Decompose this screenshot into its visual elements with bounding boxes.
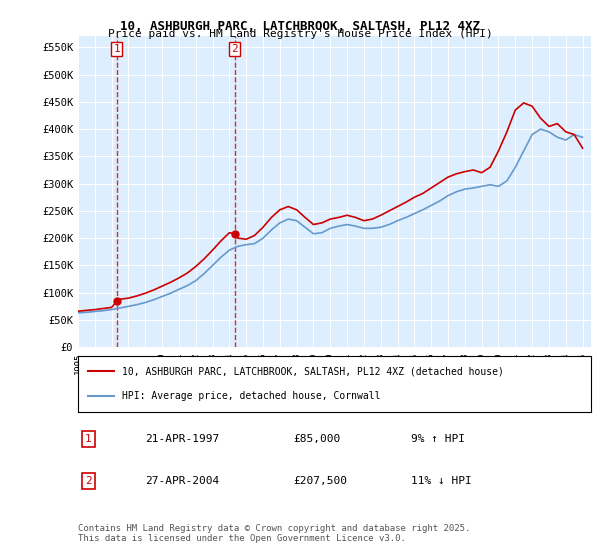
Text: 2: 2 <box>85 476 92 486</box>
Text: 1: 1 <box>113 44 120 54</box>
Text: 2: 2 <box>232 44 238 54</box>
Text: 10, ASHBURGH PARC, LATCHBROOK, SALTASH, PL12 4XZ: 10, ASHBURGH PARC, LATCHBROOK, SALTASH, … <box>120 20 480 32</box>
Text: Price paid vs. HM Land Registry's House Price Index (HPI): Price paid vs. HM Land Registry's House … <box>107 29 493 39</box>
Text: Contains HM Land Registry data © Crown copyright and database right 2025.
This d: Contains HM Land Registry data © Crown c… <box>78 524 470 543</box>
Text: 11% ↓ HPI: 11% ↓ HPI <box>412 476 472 486</box>
Text: 1: 1 <box>85 434 92 444</box>
Text: HPI: Average price, detached house, Cornwall: HPI: Average price, detached house, Corn… <box>122 391 380 401</box>
Text: £207,500: £207,500 <box>293 476 347 486</box>
Text: 27-APR-2004: 27-APR-2004 <box>145 476 219 486</box>
Text: £85,000: £85,000 <box>293 434 341 444</box>
Text: 9% ↑ HPI: 9% ↑ HPI <box>412 434 466 444</box>
Text: 10, ASHBURGH PARC, LATCHBROOK, SALTASH, PL12 4XZ (detached house): 10, ASHBURGH PARC, LATCHBROOK, SALTASH, … <box>122 366 503 376</box>
Text: 21-APR-1997: 21-APR-1997 <box>145 434 219 444</box>
